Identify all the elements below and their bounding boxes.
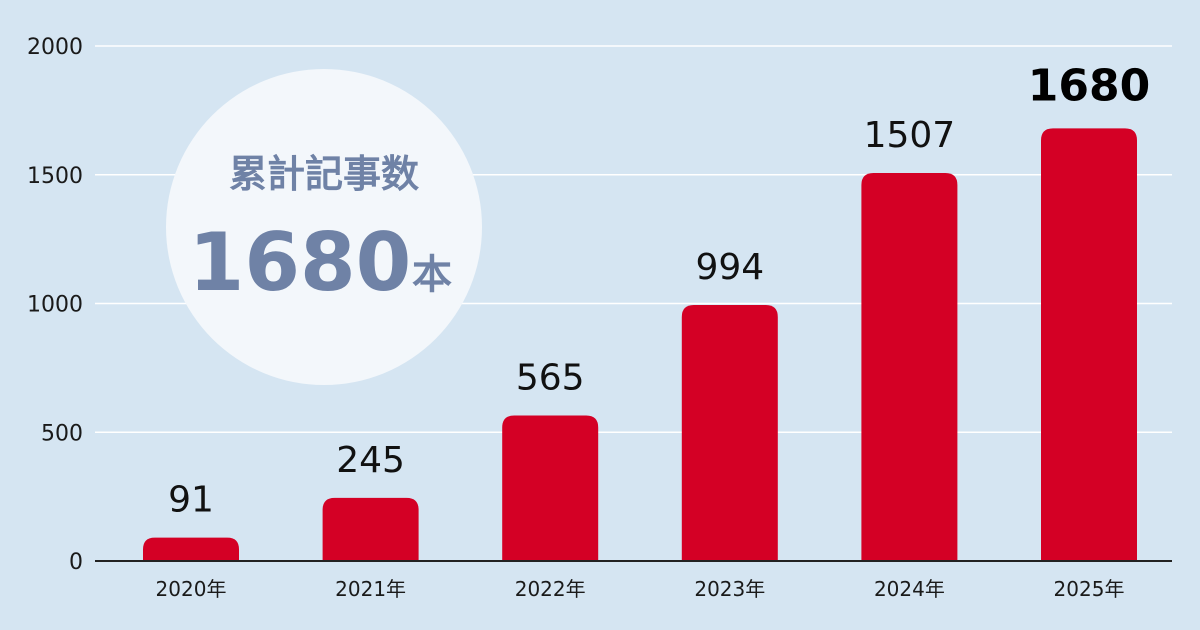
badge-number: 1680 [189,216,412,309]
x-axis-category-labels: 2020年 2021年 2022年 2023年 2024年 2025年 [156,577,1125,601]
y-tick-label: 500 [41,421,83,446]
bar-2023年 [681,305,778,561]
bar-2020年 [143,537,239,561]
y-tick-label: 1000 [27,293,83,318]
x-category-label: 2020年 [156,577,227,601]
x-category-label: 2025年 [1054,577,1125,601]
badge-unit: 本 [412,252,452,298]
bar-2022年 [502,415,599,561]
y-tick-label: 0 [69,550,83,575]
y-tick-label: 1500 [27,164,83,189]
badge-title: 累計記事数 [229,152,419,196]
bar-2025年 [1041,128,1137,561]
x-category-label: 2022年 [515,577,586,601]
value-label: 565 [516,358,585,399]
x-category-label: 2023年 [694,577,765,601]
x-category-label: 2024年 [874,577,945,601]
value-label: 91 [168,480,214,521]
x-category-label: 2021年 [335,577,406,601]
value-label: 1680 [1028,60,1150,111]
y-axis-tick-labels: 0 500 1000 1500 2000 [27,35,83,575]
value-label: 1507 [864,115,956,156]
value-label: 994 [695,247,764,288]
bar-2024年 [861,172,958,561]
value-label: 245 [336,440,405,481]
badge-circle [166,69,482,385]
value-labels: 91 245 565 994 1507 1680 [168,60,1150,520]
total-articles-badge: 累計記事数 1680 本 [166,69,482,385]
bar-2021年 [322,497,419,561]
bars [143,128,1137,561]
y-tick-label: 2000 [27,35,83,60]
